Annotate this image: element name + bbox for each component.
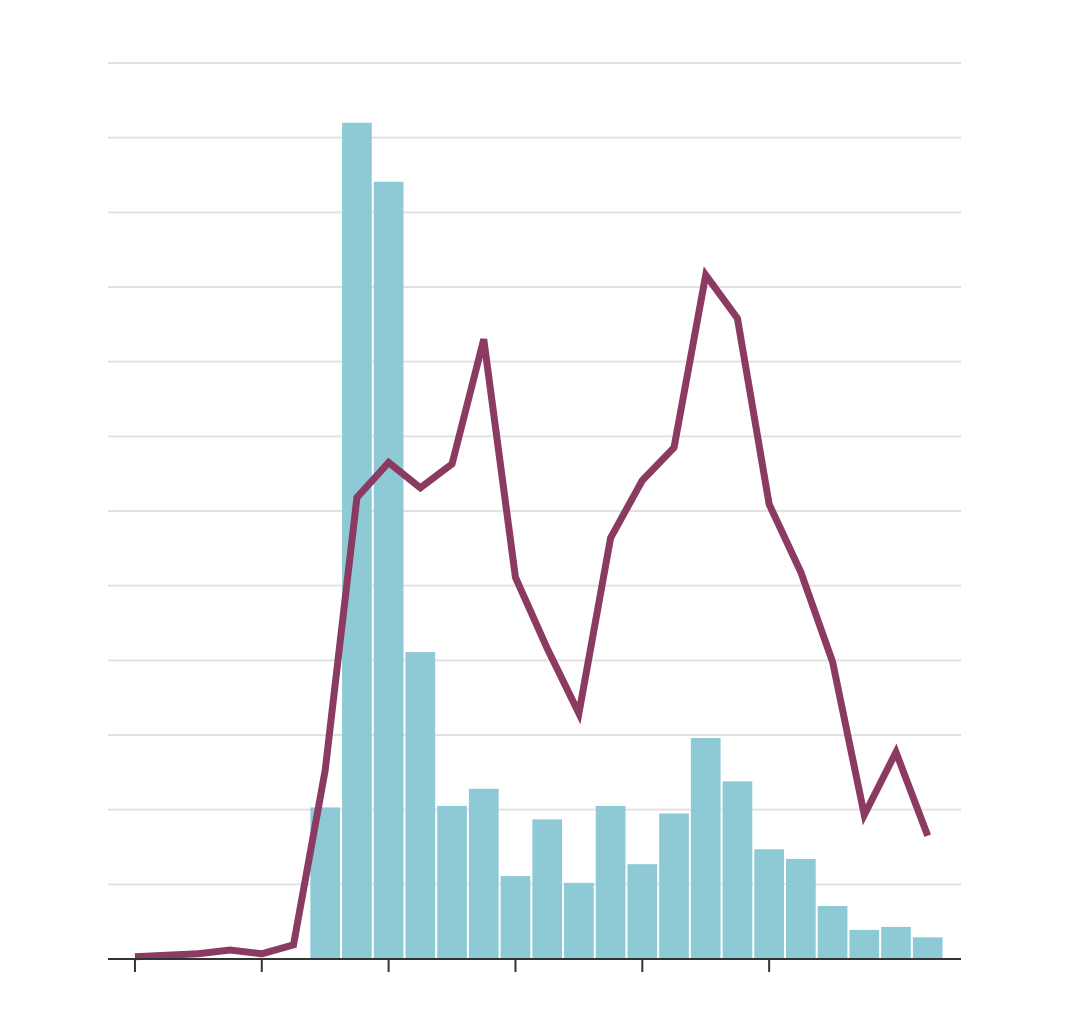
bar xyxy=(722,781,753,959)
bar xyxy=(564,882,594,959)
bar xyxy=(659,813,689,959)
bar xyxy=(595,805,626,959)
bar xyxy=(405,652,436,959)
bar xyxy=(912,937,943,959)
bar xyxy=(437,805,467,959)
bar xyxy=(690,737,721,959)
bar xyxy=(342,122,372,959)
bar xyxy=(849,929,880,959)
bar xyxy=(373,181,404,960)
bar xyxy=(468,788,499,959)
bar xyxy=(817,905,848,959)
line xyxy=(134,266,931,961)
bar xyxy=(881,926,911,959)
bar xyxy=(786,858,816,959)
bar xyxy=(754,849,785,959)
bar xyxy=(532,819,563,959)
bar xyxy=(627,864,658,959)
bar xyxy=(500,876,531,959)
